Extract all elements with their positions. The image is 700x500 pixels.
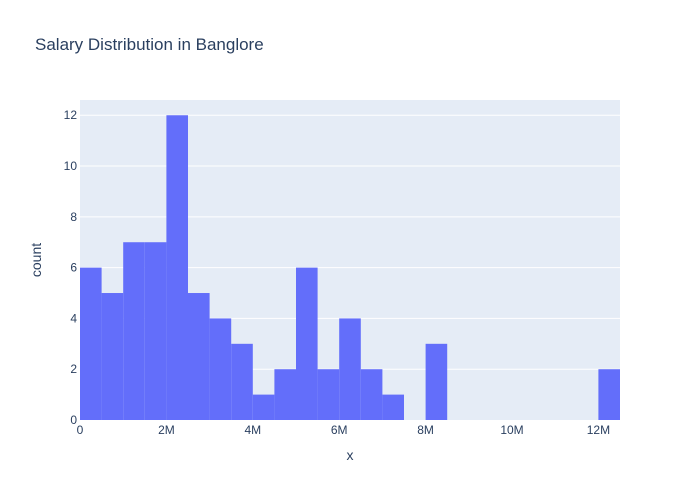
x-tick-label: 2M xyxy=(158,423,175,437)
histogram-bar xyxy=(317,369,340,420)
y-tick-label: 4 xyxy=(70,311,77,325)
histogram-bar xyxy=(231,343,253,420)
histogram-bar xyxy=(296,267,318,420)
x-tick-label: 0 xyxy=(77,423,84,437)
histogram-bar xyxy=(188,293,210,420)
histogram-bar xyxy=(166,115,188,420)
y-tick-label: 12 xyxy=(64,108,78,122)
x-tick-label: 6M xyxy=(331,423,348,437)
y-tick-label: 0 xyxy=(70,413,77,427)
x-tick-label: 10M xyxy=(500,423,523,437)
x-tick-label: 12M xyxy=(587,423,610,437)
histogram-bar xyxy=(339,318,361,420)
x-tick-label: 4M xyxy=(244,423,261,437)
x-axis-ticks: 0 2M 4M 6M 8M 10M 12M xyxy=(77,423,610,437)
histogram-bar xyxy=(101,293,124,420)
histogram-bar xyxy=(80,267,102,420)
histogram-bar xyxy=(425,343,448,420)
y-tick-label: 8 xyxy=(70,210,77,224)
histogram-bar xyxy=(209,318,232,420)
x-axis-title: x xyxy=(347,447,354,463)
bars xyxy=(80,115,620,420)
y-tick-label: 2 xyxy=(70,362,77,376)
x-tick-label: 8M xyxy=(417,423,434,437)
histogram-bar xyxy=(274,369,296,420)
histogram-bar xyxy=(252,394,275,420)
y-tick-label: 6 xyxy=(70,261,77,275)
histogram-bar xyxy=(598,369,620,420)
y-axis-title: count xyxy=(28,243,44,277)
histogram-bar xyxy=(123,242,145,420)
y-axis-ticks: 0 2 4 6 8 10 12 xyxy=(64,108,78,427)
histogram-bar xyxy=(382,394,404,420)
histogram-bar xyxy=(360,369,383,420)
y-tick-label: 10 xyxy=(64,159,78,173)
chart-title: Salary Distribution in Banglore xyxy=(35,35,264,54)
histogram-bar xyxy=(144,242,167,420)
